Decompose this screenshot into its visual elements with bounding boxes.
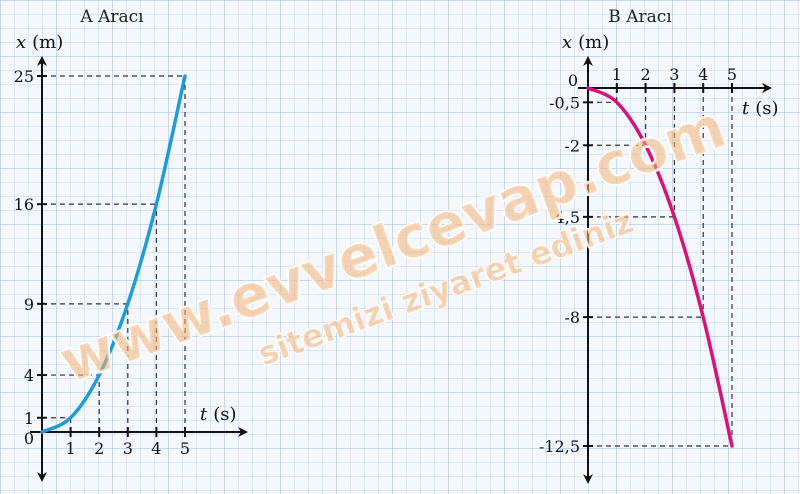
chart-b-tick-labels: 1 2 3 4 5 -0,5 -2 -4,5 -8 -12,5 [539, 65, 737, 456]
y-tick-label: 25 [14, 67, 34, 86]
x-tick-label: 3 [669, 65, 679, 84]
x-tick-label: 5 [727, 65, 737, 84]
x-tick-label: 5 [180, 439, 190, 458]
chart-b-series-line [586, 86, 734, 448]
x-tick-label: 2 [641, 65, 651, 84]
chart-a-y-label-unit: (m) [32, 32, 63, 53]
x-tick-label: 4 [151, 439, 161, 458]
chart-a-y-label: x (m) [16, 32, 63, 53]
x-tick-label: 1 [612, 65, 622, 84]
chart-b-guide-lines [588, 88, 733, 447]
chart-b-y-label-unit: (m) [578, 32, 609, 53]
chart-a-title: A Aracı [79, 7, 144, 27]
chart-a-x-label-var: t [200, 404, 208, 425]
chart-b: B Aracı x (m) t (s) 0 1 2 3 4 5 -0,5 -2 -4,5 -8 -12… [539, 7, 779, 484]
chart-b-origin-label: 0 [568, 71, 578, 90]
y-tick-label: -0,5 [549, 93, 580, 112]
x-tick-label: 1 [66, 439, 76, 458]
chart-a-series-line [40, 74, 187, 434]
x-tick-label: 3 [123, 439, 133, 458]
chart-a-x-label: t (s) [200, 404, 237, 425]
chart-b-x-label-unit: (s) [755, 98, 778, 119]
y-tick-label: -2 [564, 136, 580, 155]
x-tick-label: 4 [698, 65, 708, 84]
chart-b-y-label-var: x [562, 32, 572, 53]
x-tick-label: 2 [94, 439, 104, 458]
chart-a-origin-label: 0 [24, 429, 34, 448]
chart-b-y-label: x (m) [562, 32, 609, 53]
y-tick-label: -4,5 [549, 208, 580, 227]
chart-b-x-label-var: t [742, 98, 750, 119]
y-tick-label: -8 [564, 308, 580, 327]
y-tick-label: 1 [24, 409, 34, 428]
chart-b-title: B Aracı [608, 7, 672, 27]
y-tick-label: 4 [24, 366, 34, 385]
y-tick-label: 16 [14, 195, 34, 214]
y-tick-label: -12,5 [539, 437, 580, 456]
chart-a-x-label-unit: (s) [213, 404, 236, 425]
y-tick-label: 9 [24, 295, 34, 314]
chart-b-x-label: t (s) [742, 98, 779, 119]
chart-a-y-label-var: x [16, 32, 26, 53]
